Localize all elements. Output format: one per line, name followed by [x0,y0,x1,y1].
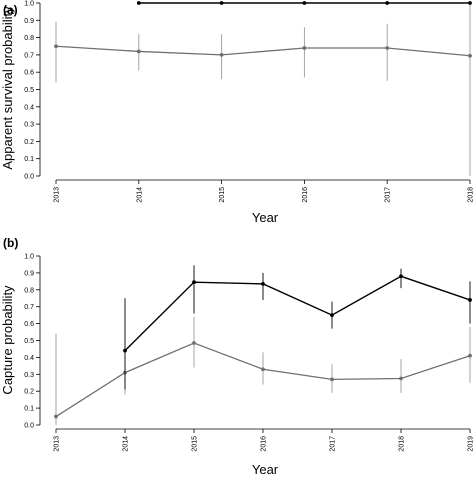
panel-b-series-dark-point [123,348,127,353]
panel-a-series-gray-point [219,53,224,57]
panel-b-series-gray-point [399,376,403,381]
panel-b-y-tick-label: 0.4 [24,355,34,362]
panel-b-series-gray-point [54,414,58,419]
panel-a-series-gray-point [385,46,390,50]
panel-b-x-tick-label: 2018 [399,436,406,452]
panel-a-series-gray-point [468,53,472,58]
panel-a-x-tick-label: 2017 [385,187,392,203]
panel-b-label: (b) [3,236,18,250]
panel-b-y-tick-label: 1.0 [24,254,34,261]
panel-b-x-tick-label: 2014 [123,436,130,452]
panel-b-y-tick-label: 0.8 [24,287,34,294]
panel-a-x-tick-label: 2018 [468,187,474,203]
panel-a-series-gray-point [136,49,141,54]
panel-a-y-tick-label: 0.4 [24,104,34,111]
panel-a-series-dark-point [468,1,472,5]
panel-b-y-tick-label: 0.9 [24,270,34,277]
panel-b-y-tick-label: 0.5 [24,338,34,345]
panel-b-series-gray-point [468,353,472,358]
panel-a-x-tick-label: 2016 [302,187,309,203]
panel-b-y-tick-label: 0.3 [24,372,34,379]
panel-b-x-tick-label: 2015 [192,436,199,452]
panel-a-xlabel: Year [252,210,279,225]
panel-a-series-dark-point [302,1,307,5]
panel-a-y-tick-label: 0.3 [24,122,34,129]
panel-b-y-tick-label: 0.0 [24,423,34,430]
panel-a-series-gray-point [302,46,307,50]
panel-b-series-dark-line [124,275,471,352]
panel-b-series-dark-point [330,313,334,318]
panel-b-series-dark-point [468,298,472,302]
panel-a: (a) Apparent survival probability Year 0… [0,1,474,226]
panel-b-series-gray-point [192,341,196,345]
panel-b: (b) Capture probability Year 0.00.10.20.… [0,236,474,477]
panel-b-ylabel: Capture probability [0,285,15,395]
panel-a-ylabel: Apparent survival probability [0,6,15,170]
panel-a-y-tick-label: 0.1 [24,156,34,163]
panel-a-x-tick-label: 2013 [54,187,61,203]
panel-a-y-tick-label: 0.5 [24,87,34,94]
panel-a-series-dark-point [136,1,141,5]
panel-b-plot: 0.0 0.1 0.2 0.3 0.4 0.5 0.6 0.7 0.8 0.9 1.0 2013 201… [24,254,474,452]
panel-a-series-dark-point [219,1,224,5]
panel-a-y-tick-label: 0.6 [24,70,34,77]
panel-b-y-tick-label: 0.2 [24,389,34,396]
panel-a-y-tick-label: 0.7 [24,52,34,59]
panel-b-y-tick-label: 0.7 [24,304,34,311]
panel-a-series-gray-point [54,44,58,49]
panel-a-plot: 0.0 0.1 0.2 0.3 0.4 0.5 0.6 0.7 0.8 0.9 1.0 2013 201… [24,1,474,203]
panel-b-x-tick-label: 2013 [54,436,61,452]
panel-b-series-gray-point [330,377,334,382]
panel-b-y-tick-label: 0.1 [24,406,34,413]
panel-b-series-dark-point [192,280,196,285]
panel-a-x-tick-label: 2014 [136,187,143,203]
panel-a-y-tick-label: 0.2 [24,139,34,146]
panel-a-label: (a) [3,3,18,17]
panel-a-series-dark-point [385,1,390,5]
panel-b-series-dark-point [399,274,403,279]
panel-a-y-tick-label: 1.0 [24,1,34,8]
panel-a-y-tick-label: 0.9 [24,18,34,25]
panel-b-xlabel: Year [252,462,279,477]
panel-b-series-dark-point [261,281,265,286]
panel-b-x-tick-label: 2017 [330,436,337,452]
panel-a-x-tick-label: 2015 [219,187,226,203]
panel-b-series-gray-point [261,367,265,372]
panel-b-y-tick-label: 0.6 [24,321,34,328]
panel-a-y-tick-label: 0.0 [24,174,34,181]
panel-b-x-tick-label: 2016 [261,436,268,452]
panel-b-x-tick-label: 2019 [468,436,474,452]
panel-a-y-tick-label: 0.8 [24,35,34,42]
panel-a-series-gray-line [55,45,471,57]
